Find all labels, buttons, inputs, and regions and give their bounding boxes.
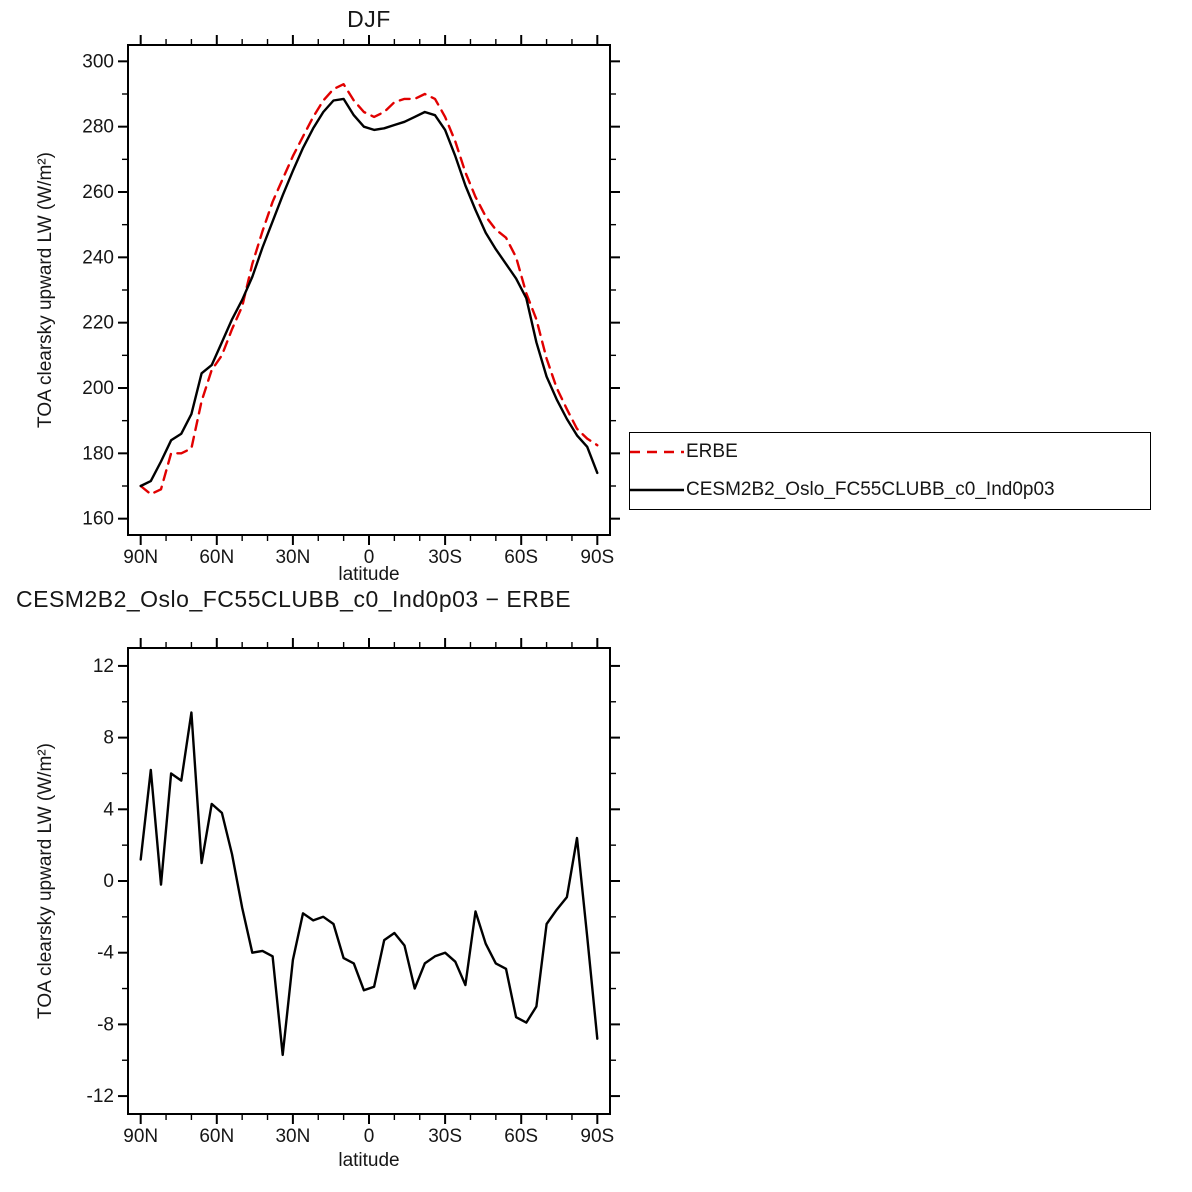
bottom-y-tick-label: 4 (103, 799, 114, 820)
bottom-y-tick-label: 8 (103, 728, 114, 749)
top-series-erbe (139, 82, 599, 496)
top-chart-title: DJF (347, 6, 391, 32)
top-y-tick-label: 180 (82, 443, 114, 464)
bottom-plot-frame (127, 647, 611, 1115)
bottom-x-tick-label: 60N (199, 1126, 234, 1147)
top-y-tick-label: 200 (82, 378, 114, 399)
legend-box: ERBE CESM2B2_Oslo_FC55CLUBB_c0_Ind0p03 (629, 432, 1151, 510)
bottom-x-tick-label: 60S (504, 1126, 538, 1147)
top-chart-y-axis-label: TOA clearsky upward LW (W/m²) (35, 152, 56, 428)
bottom-chart-y-axis-label: TOA clearsky upward LW (W/m²) (35, 743, 56, 1019)
bottom-y-tick-label: -8 (97, 1014, 114, 1035)
top-x-tick-label: 60N (199, 547, 234, 568)
bottom-chart-x-axis-label: latitude (338, 1150, 400, 1171)
top-x-tick-label: 30S (428, 547, 462, 568)
legend-entry-label: ERBE (686, 441, 738, 462)
top-y-tick-label: 280 (82, 117, 114, 138)
bottom-x-tick-label: 90N (123, 1126, 158, 1147)
bottom-x-tick-label: 30S (428, 1126, 462, 1147)
top-chart-x-axis-label: latitude (338, 564, 400, 585)
bottom-chart-title: CESM2B2_Oslo_FC55CLUBB_c0_Ind0p03 − ERBE (16, 586, 572, 612)
legend-entry-erbe: ERBE (630, 433, 1150, 471)
top-series-cesm2b2-oslo-fc55clubb-c0-ind0p03 (139, 97, 599, 488)
erbe-line-sample-icon (630, 450, 684, 454)
top-x-tick-label: 90N (123, 547, 158, 568)
bottom-y-tick-label: 12 (93, 656, 114, 677)
top-y-tick-label: 300 (82, 51, 114, 72)
bottom-x-tick-label: 90S (580, 1126, 614, 1147)
legend-entry-label: CESM2B2_Oslo_FC55CLUBB_c0_Ind0p03 (686, 479, 1055, 500)
model-line-sample-icon (630, 488, 684, 492)
top-y-tick-label: 240 (82, 247, 114, 268)
top-x-tick-label: 0 (364, 547, 375, 568)
top-x-tick-label: 30N (275, 547, 310, 568)
top-y-tick-label: 160 (82, 509, 114, 530)
bottom-x-tick-label: 0 (364, 1126, 375, 1147)
bottom-y-tick-label: 0 (103, 871, 114, 892)
bottom-y-tick-label: -12 (87, 1086, 114, 1107)
bottom-x-tick-label: 30N (275, 1126, 310, 1147)
bottom-series-cesm2b2-oslo-fc55clubb-c0-ind0p03-minus-erbe (139, 711, 599, 1057)
legend-entry-model: CESM2B2_Oslo_FC55CLUBB_c0_Ind0p03 (630, 471, 1150, 509)
top-x-tick-label: 90S (580, 547, 614, 568)
top-plot-frame (127, 44, 611, 536)
top-x-tick-label: 60S (504, 547, 538, 568)
top-y-tick-label: 220 (82, 313, 114, 334)
bottom-y-tick-label: -4 (97, 943, 114, 964)
top-y-tick-label: 260 (82, 182, 114, 203)
